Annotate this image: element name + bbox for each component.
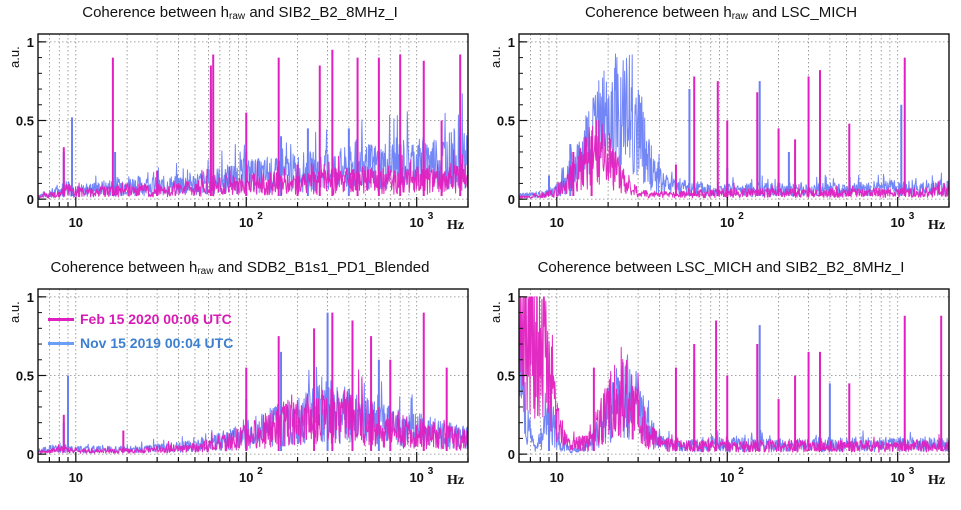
x-tick-exponent: 3 — [428, 211, 434, 222]
series-line-nov — [37, 93, 469, 199]
legend-label-nov: Nov 15 2019 00:04 UTC — [80, 335, 234, 351]
x-tick-label: 10 — [409, 470, 423, 485]
plot-area-2: 0 0.5 1 10 10 2 10 3 — [497, 33, 950, 230]
legend-swatch-nov — [48, 341, 74, 345]
x-axis-unit-2: Hz — [928, 218, 946, 233]
chart-title-1: Coherence between hraw and SIB2_B2_8MHz_… — [82, 4, 398, 22]
grid-lines — [518, 289, 950, 462]
chart-title-2: Coherence between hraw and LSC_MICH — [584, 4, 858, 22]
series-line-nov — [37, 366, 469, 454]
legend-item-nov: Nov 15 2019 00:04 UTC — [48, 331, 233, 355]
plot-area-3: 0 0.5 1 10 10 2 10 3 — [16, 288, 469, 485]
y-tick-label: 0 — [27, 447, 34, 462]
x-tick-label: 10 — [890, 470, 904, 485]
x-tick-exponent: 3 — [909, 466, 915, 477]
x-tick-label: 10 — [69, 215, 83, 230]
x-tick-label: 10 — [409, 215, 423, 230]
x-axis-unit-1: Hz — [447, 218, 465, 233]
x-tick-exponent: 2 — [738, 211, 744, 222]
y-tick-label: 0.5 — [497, 369, 515, 384]
plot-area-1: 0 0.5 1 10 10 2 10 3 — [16, 33, 469, 230]
x-tick-label: 10 — [720, 470, 734, 485]
y-tick-label: 0 — [508, 192, 515, 207]
y-tick-label: 0.5 — [16, 114, 34, 129]
x-tick-label: 10 — [890, 215, 904, 230]
x-tick-label: 10 — [550, 215, 564, 230]
legend-label-feb: Feb 15 2020 00:06 UTC — [80, 311, 232, 327]
x-tick-exponent: 2 — [257, 211, 263, 222]
y-tick-label: 0.5 — [16, 369, 34, 384]
y-tick-label: 0 — [27, 192, 34, 207]
x-tick-label: 10 — [239, 470, 253, 485]
chart-panel-3: Coherence between hraw and SDB2_B1s1_PD1… — [0, 255, 480, 510]
y-tick-label: 1 — [27, 35, 34, 50]
x-tick-label: 10 — [720, 215, 734, 230]
chart-panel-4: Coherence between LSC_MICH and SIB2_B2_8… — [481, 255, 961, 510]
plot-area-4: 0 0.5 1 10 10 2 10 3 — [497, 288, 950, 485]
series-line-feb — [37, 149, 469, 199]
legend-swatch-feb — [48, 317, 74, 321]
chart-title-3: Coherence between hraw and SDB2_B1s1_PD1… — [50, 259, 430, 277]
x-tick-exponent: 2 — [257, 466, 263, 477]
x-tick-exponent: 2 — [738, 466, 744, 477]
x-axis-unit-3: Hz — [447, 473, 465, 488]
y-tick-label: 1 — [27, 290, 34, 305]
y-tick-label: 1 — [508, 290, 515, 305]
legend: Feb 15 2020 00:06 UTC Nov 15 2019 00:04 … — [48, 307, 233, 355]
x-tick-exponent: 3 — [909, 211, 915, 222]
chart-panel-2: Coherence between hraw and LSC_MICH a.u.… — [481, 0, 961, 255]
y-tick-label: 1 — [508, 35, 515, 50]
x-tick-label: 10 — [239, 215, 253, 230]
legend-item-feb: Feb 15 2020 00:06 UTC — [48, 307, 233, 331]
x-axis-unit-4: Hz — [928, 473, 946, 488]
x-tick-label: 10 — [550, 470, 564, 485]
series-line-feb — [37, 369, 469, 454]
chart-title-4: Coherence between LSC_MICH and SIB2_B2_8… — [537, 259, 905, 276]
series-line-nov — [518, 313, 950, 454]
x-tick-exponent: 3 — [428, 466, 434, 477]
x-tick-label: 10 — [69, 470, 83, 485]
y-tick-label: 0.5 — [497, 114, 515, 129]
chart-panel-1: Coherence between hraw and SIB2_B2_8MHz_… — [0, 0, 480, 255]
y-tick-label: 0 — [508, 447, 515, 462]
series-line-feb — [518, 296, 950, 453]
